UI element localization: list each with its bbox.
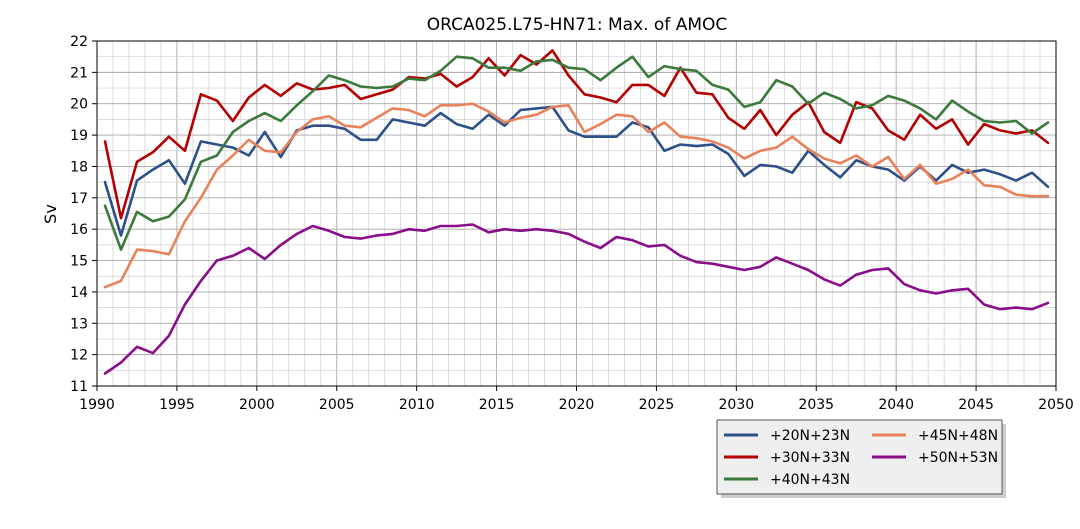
x-tick-label: 2045 [958,397,994,413]
axes [92,40,1057,391]
y-tick-label: 21 [70,65,88,81]
y-tick-label: 22 [70,34,88,50]
x-tick-label: 2030 [719,397,755,413]
y-tick-label: 18 [70,159,88,175]
legend: +20N+23N +30N+33N +40N+43N +45N+48N +50N+53N [716,419,1006,498]
y-tick-label: 13 [70,316,88,332]
y-tick-label: 16 [70,222,88,238]
x-tick-label: 2000 [239,397,275,413]
x-tick-label: 2020 [559,397,595,413]
series-layer [103,49,1050,375]
legend-box [716,419,1003,495]
series-line-p20np23n [103,105,1050,237]
x-tick-label: 1995 [159,397,195,413]
y-tick-label: 12 [70,348,88,364]
x-tick-label: 2015 [479,397,515,413]
x-tick-label: 2005 [319,397,355,413]
legend-label: +40N+43N [770,472,850,488]
x-tick-label: 2025 [639,397,675,413]
legend-label: +50N+53N [918,450,998,466]
x-tick-label: 2010 [399,397,435,413]
y-tick-label: 19 [70,128,88,144]
x-tick-label: 1990 [79,397,115,413]
y-tick-label: 17 [70,191,88,207]
legend-label: +20N+23N [770,428,850,444]
y-axis-label: Sv [41,204,60,224]
chart-title: ORCA025.L75-HN71: Max. of AMOC [427,15,728,35]
grid [97,41,1056,386]
y-tick-label: 11 [70,379,88,395]
y-tick-label: 20 [70,97,88,113]
x-tick-label: 2050 [1038,397,1074,413]
x-tick-label: 2035 [798,397,834,413]
series-line-p40np43n [103,55,1050,251]
series-line-p45np48n [103,102,1050,289]
y-tick-label: 15 [70,254,88,270]
legend-label: +30N+33N [770,450,850,466]
series-line-p30np33n [103,49,1050,220]
series-line-p50np53n [103,223,1050,375]
tick-labels: 1990 1995 2000 2005 2010 2015 2020 2025 2030 2035… [70,34,1074,413]
y-tick-label: 14 [70,285,88,301]
x-tick-label: 2040 [878,397,914,413]
legend-label: +45N+48N [918,428,998,444]
